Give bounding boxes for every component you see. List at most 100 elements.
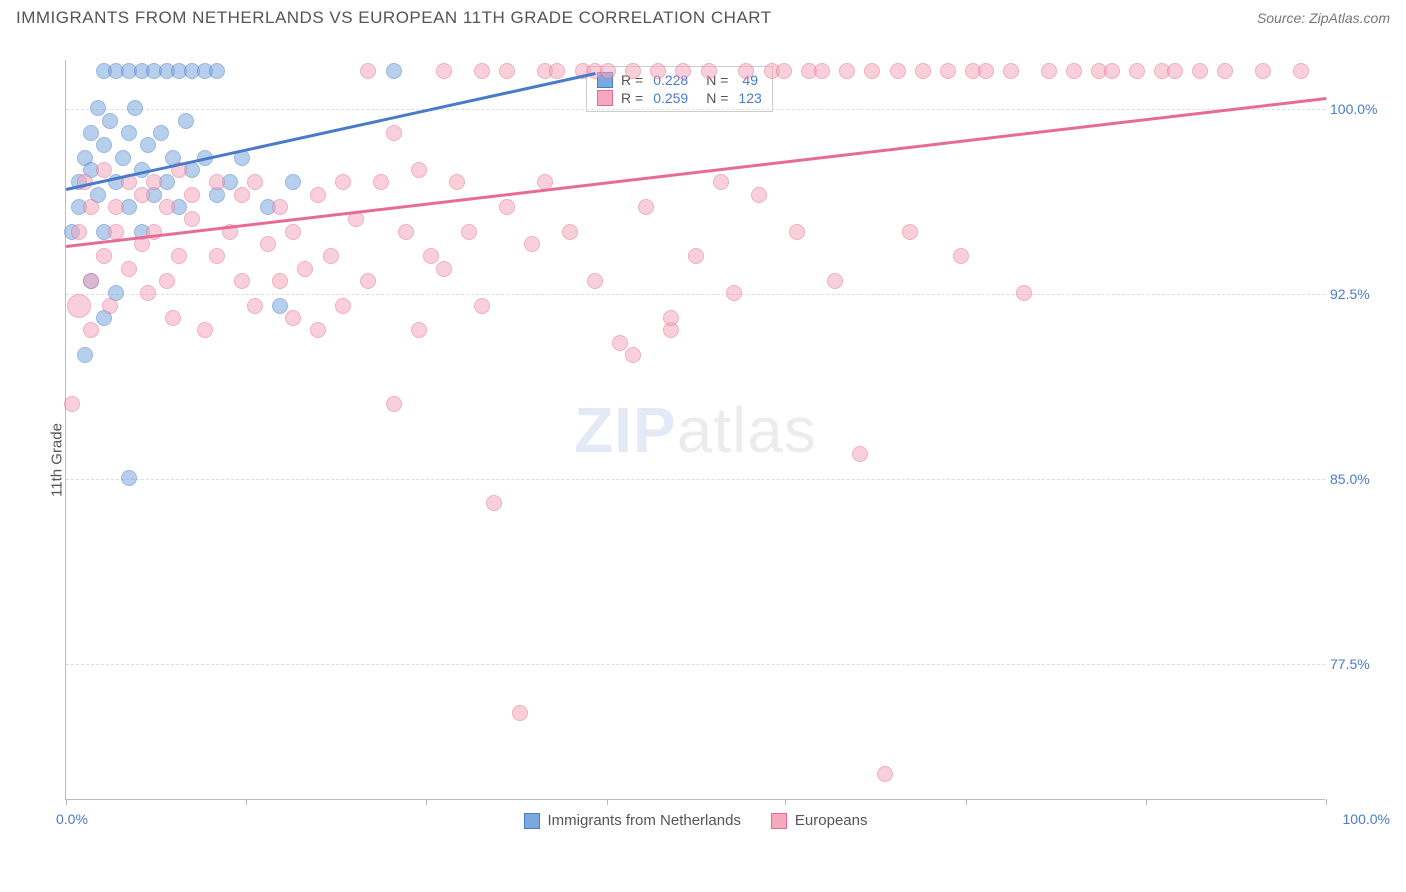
scatter-point — [140, 285, 156, 301]
scatter-point — [209, 63, 225, 79]
scatter-point — [512, 705, 528, 721]
scatter-point — [486, 495, 502, 511]
scatter-point — [77, 347, 93, 363]
scatter-point — [587, 273, 603, 289]
scatter-point — [121, 470, 137, 486]
scatter-point — [436, 261, 452, 277]
scatter-point — [310, 322, 326, 338]
x-tick — [1146, 799, 1147, 805]
x-tick — [66, 799, 67, 805]
scatter-point — [386, 125, 402, 141]
x-tick — [1326, 799, 1327, 805]
scatter-point — [127, 100, 143, 116]
y-tick-label: 92.5% — [1330, 286, 1385, 302]
scatter-point — [738, 63, 754, 79]
scatter-point — [83, 125, 99, 141]
x-axis-label-min: 0.0% — [56, 811, 88, 827]
scatter-point — [247, 174, 263, 190]
watermark: ZIPatlas — [574, 393, 817, 467]
scatter-point — [115, 150, 131, 166]
legend-swatch-icon — [771, 813, 787, 829]
scatter-point — [159, 273, 175, 289]
scatter-point — [184, 211, 200, 227]
scatter-point — [1016, 285, 1032, 301]
scatter-point — [612, 335, 628, 351]
scatter-point — [499, 199, 515, 215]
trend-line — [66, 97, 1326, 247]
legend-r-value-1: 0.259 — [653, 90, 688, 106]
gridline — [66, 479, 1325, 480]
scatter-point — [360, 273, 376, 289]
chart-container: 11th Grade ZIPatlas R = 0.228 N = 49 R =… — [20, 50, 1390, 870]
scatter-point — [814, 63, 830, 79]
scatter-point — [449, 174, 465, 190]
scatter-point — [827, 273, 843, 289]
scatter-point — [1003, 63, 1019, 79]
scatter-point — [1192, 63, 1208, 79]
scatter-point — [247, 298, 263, 314]
scatter-point — [373, 174, 389, 190]
scatter-point — [398, 224, 414, 240]
chart-title: IMMIGRANTS FROM NETHERLANDS VS EUROPEAN … — [16, 8, 772, 28]
scatter-point — [1255, 63, 1271, 79]
scatter-point — [411, 162, 427, 178]
watermark-zip: ZIP — [574, 393, 677, 467]
scatter-point — [915, 63, 931, 79]
scatter-point — [360, 63, 376, 79]
scatter-point — [524, 236, 540, 252]
scatter-point — [67, 294, 91, 318]
scatter-point — [386, 396, 402, 412]
scatter-point — [96, 162, 112, 178]
scatter-point — [165, 310, 181, 326]
scatter-point — [285, 174, 301, 190]
scatter-point — [272, 273, 288, 289]
scatter-point — [310, 187, 326, 203]
scatter-point — [64, 396, 80, 412]
scatter-point — [688, 248, 704, 264]
scatter-point — [902, 224, 918, 240]
scatter-point — [1167, 63, 1183, 79]
legend-row-series-1: R = 0.259 N = 123 — [597, 89, 762, 107]
scatter-point — [423, 248, 439, 264]
scatter-point — [940, 63, 956, 79]
scatter-point — [285, 310, 301, 326]
scatter-point — [184, 187, 200, 203]
scatter-point — [461, 224, 477, 240]
x-tick — [607, 799, 608, 805]
x-tick — [426, 799, 427, 805]
scatter-point — [234, 187, 250, 203]
scatter-point — [83, 199, 99, 215]
scatter-point — [171, 248, 187, 264]
legend-swatch-1 — [597, 90, 613, 106]
scatter-point — [776, 63, 792, 79]
scatter-point — [499, 63, 515, 79]
series-legend-label-1: Europeans — [795, 812, 868, 829]
scatter-point — [121, 261, 137, 277]
scatter-point — [638, 199, 654, 215]
scatter-point — [1293, 63, 1309, 79]
scatter-point — [83, 273, 99, 289]
scatter-point — [108, 224, 124, 240]
y-tick-label: 77.5% — [1330, 656, 1385, 672]
scatter-point — [96, 248, 112, 264]
scatter-point — [978, 63, 994, 79]
scatter-point — [134, 187, 150, 203]
scatter-point — [108, 199, 124, 215]
scatter-point — [260, 236, 276, 252]
scatter-point — [386, 63, 402, 79]
scatter-point — [953, 248, 969, 264]
scatter-point — [562, 224, 578, 240]
scatter-point — [153, 125, 169, 141]
scatter-point — [650, 63, 666, 79]
y-tick-label: 85.0% — [1330, 471, 1385, 487]
scatter-point — [140, 137, 156, 153]
gridline — [66, 294, 1325, 295]
scatter-point — [839, 63, 855, 79]
scatter-point — [285, 224, 301, 240]
scatter-point — [436, 63, 452, 79]
scatter-point — [209, 248, 225, 264]
scatter-point — [102, 298, 118, 314]
scatter-point — [852, 446, 868, 462]
scatter-point — [323, 248, 339, 264]
legend-r-label: R = — [621, 90, 643, 106]
